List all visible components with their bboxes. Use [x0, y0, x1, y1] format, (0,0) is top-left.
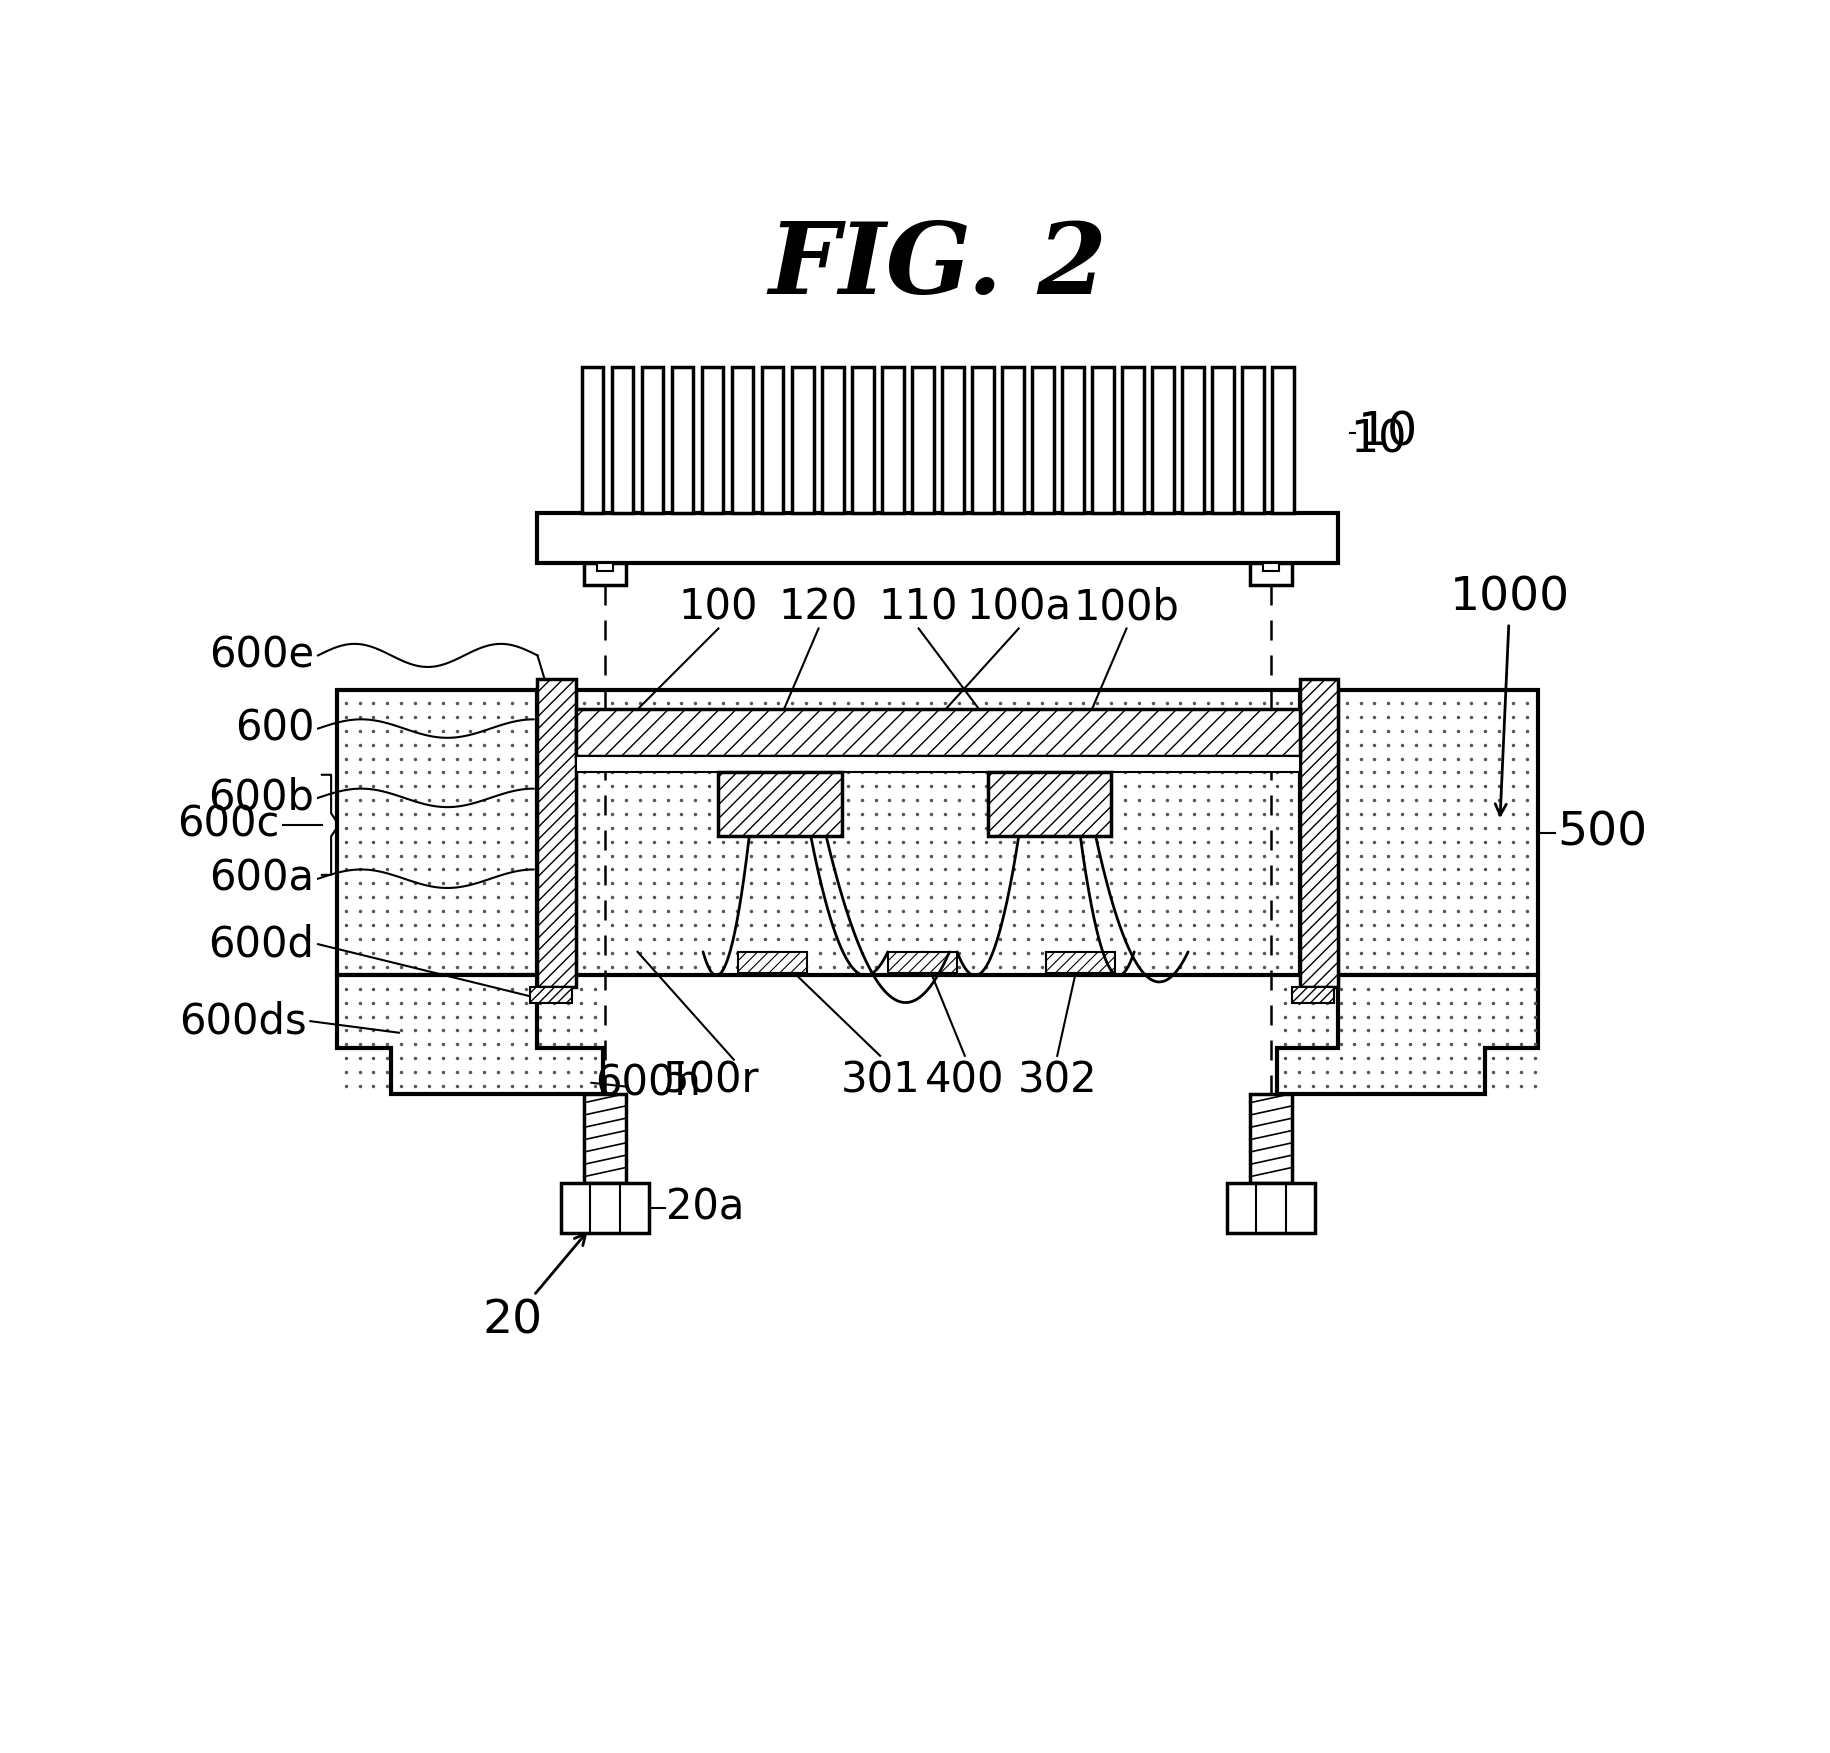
- Bar: [822, 366, 844, 514]
- Text: 600d: 600d: [209, 924, 315, 966]
- Bar: [576, 756, 1299, 773]
- Text: 500: 500: [1557, 810, 1647, 855]
- Text: 600e: 600e: [209, 635, 315, 677]
- Bar: [1272, 366, 1294, 514]
- Text: 302: 302: [1017, 1059, 1096, 1101]
- Bar: [732, 366, 754, 514]
- Bar: [988, 773, 1111, 836]
- Bar: [538, 514, 1338, 563]
- Text: 600c: 600c: [178, 805, 280, 845]
- Bar: [642, 366, 662, 514]
- Text: 400: 400: [926, 1059, 1005, 1101]
- Text: 20a: 20a: [666, 1187, 745, 1229]
- Bar: [1061, 366, 1083, 514]
- Text: 100b: 100b: [1074, 587, 1180, 629]
- Text: 100: 100: [679, 587, 758, 629]
- Bar: [737, 952, 807, 973]
- Bar: [529, 987, 573, 1003]
- Text: 600a: 600a: [209, 857, 315, 899]
- Text: 1000: 1000: [1449, 575, 1570, 815]
- Text: 10: 10: [1358, 410, 1418, 456]
- Bar: [1243, 366, 1265, 514]
- Text: 600: 600: [234, 708, 315, 750]
- Bar: [576, 710, 1299, 756]
- Text: 600b: 600b: [209, 777, 315, 819]
- Bar: [1263, 563, 1279, 571]
- Bar: [761, 366, 783, 514]
- Bar: [1153, 366, 1173, 514]
- Bar: [1213, 366, 1233, 514]
- Text: FIG. 2: FIG. 2: [769, 219, 1107, 316]
- Bar: [1292, 987, 1334, 1003]
- Bar: [582, 366, 604, 514]
- Bar: [1226, 1183, 1316, 1232]
- Bar: [1250, 563, 1292, 584]
- Text: 301: 301: [840, 1059, 920, 1101]
- Bar: [1250, 1094, 1292, 1183]
- Bar: [719, 773, 842, 836]
- Bar: [337, 691, 538, 975]
- Bar: [942, 366, 964, 514]
- Bar: [792, 366, 814, 514]
- Text: 600h: 600h: [595, 1062, 701, 1104]
- Bar: [611, 366, 633, 514]
- Bar: [911, 366, 933, 514]
- Polygon shape: [1277, 975, 1539, 1094]
- Bar: [672, 366, 694, 514]
- Bar: [1182, 366, 1204, 514]
- Bar: [1122, 366, 1144, 514]
- Bar: [1299, 678, 1338, 987]
- Bar: [972, 366, 994, 514]
- Bar: [888, 952, 957, 973]
- Bar: [1045, 952, 1114, 973]
- Polygon shape: [337, 975, 602, 1094]
- Text: 500r: 500r: [662, 1059, 759, 1101]
- Text: 10: 10: [1351, 419, 1405, 461]
- Bar: [853, 366, 873, 514]
- Text: 20: 20: [483, 1234, 586, 1343]
- Bar: [584, 1094, 626, 1183]
- Bar: [560, 1183, 650, 1232]
- Bar: [576, 691, 1299, 975]
- Text: 110: 110: [878, 587, 959, 629]
- Bar: [584, 563, 626, 584]
- Bar: [1032, 366, 1054, 514]
- Text: 600ds: 600ds: [179, 1001, 306, 1043]
- Text: 120: 120: [780, 587, 858, 629]
- Bar: [703, 366, 723, 514]
- Bar: [1003, 366, 1023, 514]
- Bar: [1338, 691, 1539, 975]
- Text: 100a: 100a: [966, 587, 1071, 629]
- Bar: [597, 563, 613, 571]
- Bar: [1093, 366, 1114, 514]
- Bar: [538, 678, 576, 987]
- Bar: [882, 366, 904, 514]
